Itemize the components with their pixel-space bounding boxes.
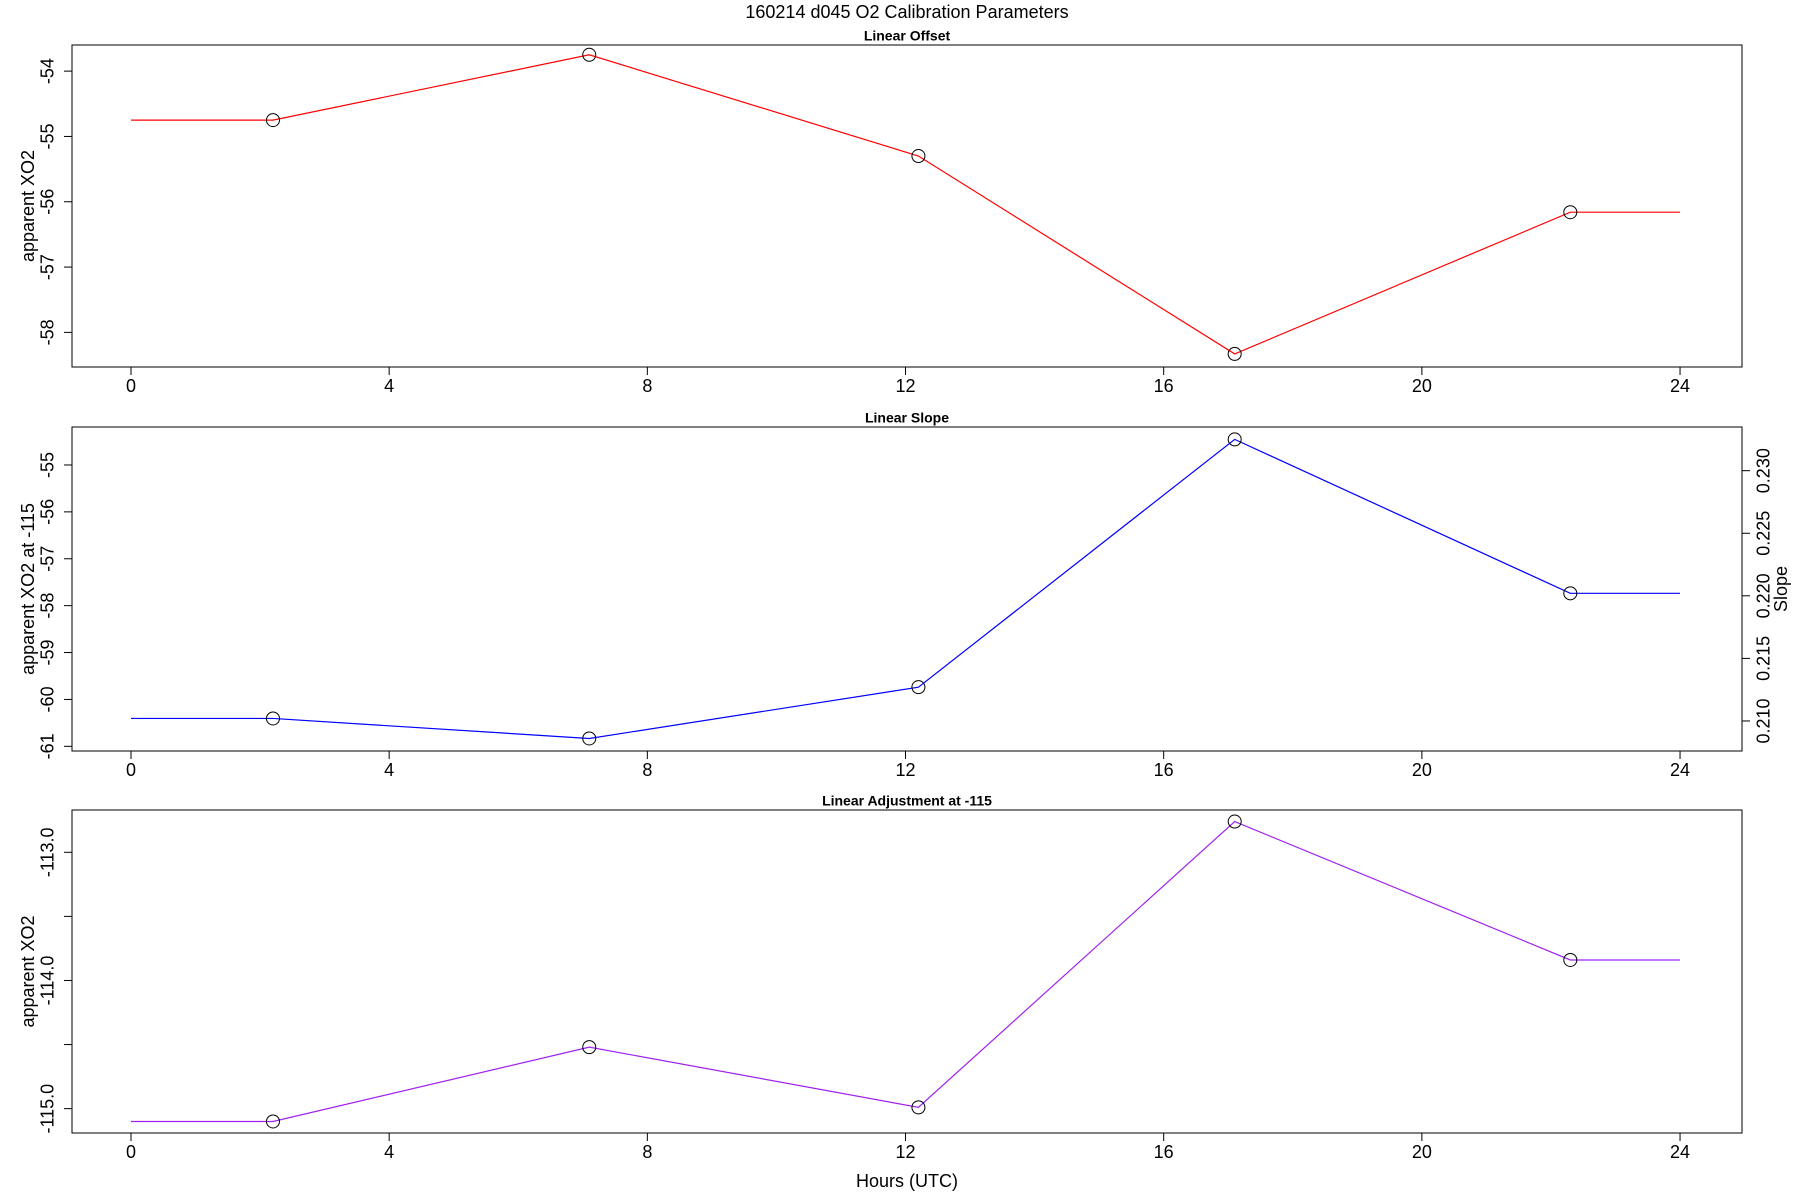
y-tick-label: 0.220 xyxy=(1754,573,1774,618)
x-tick-label: 24 xyxy=(1670,1142,1690,1162)
x-tick-label: 8 xyxy=(642,760,652,780)
y-axis-label: apparent XO2 xyxy=(18,915,38,1027)
data-point xyxy=(911,680,926,695)
y-tick-label: -115.0 xyxy=(38,1084,58,1134)
plot-frame xyxy=(71,809,1743,1134)
plot-frame xyxy=(71,44,1743,368)
x-tick-label: 4 xyxy=(384,376,394,396)
panel-title: Linear Offset xyxy=(864,28,951,44)
data-point xyxy=(1227,346,1242,361)
x-tick-label: 12 xyxy=(895,376,915,396)
y-tick-label: 0.225 xyxy=(1754,511,1774,556)
x-tick-label: 0 xyxy=(126,1142,136,1162)
x-tick-label: 20 xyxy=(1412,376,1432,396)
x-tick-label: 0 xyxy=(126,376,136,396)
x-tick-label: 16 xyxy=(1154,1142,1174,1162)
y-tick-label: -61 xyxy=(38,733,58,759)
y2-axis-label: Slope xyxy=(1771,566,1791,612)
data-point xyxy=(911,149,926,164)
x-tick-label: 16 xyxy=(1154,376,1174,396)
y-tick-label: -57 xyxy=(38,254,58,280)
data-line xyxy=(130,820,1681,1123)
x-axis-label: Hours (UTC) xyxy=(856,1171,958,1191)
y-tick-label: -60 xyxy=(38,686,58,712)
x-tick-label: 24 xyxy=(1670,760,1690,780)
data-point xyxy=(911,1100,926,1115)
x-tick-label: 16 xyxy=(1154,760,1174,780)
data-point xyxy=(582,47,597,62)
data-point xyxy=(1563,952,1578,967)
x-tick-label: 4 xyxy=(384,760,394,780)
x-tick-label: 24 xyxy=(1670,376,1690,396)
y-tick-label: -55 xyxy=(38,123,58,149)
y-tick-label: -55 xyxy=(38,452,58,478)
data-line xyxy=(130,438,1681,740)
figure-title: 160214 d045 O2 Calibration Parameters xyxy=(745,2,1068,22)
data-point xyxy=(265,1114,280,1129)
panel-title: Linear Adjustment at -115 xyxy=(822,793,992,809)
data-line xyxy=(130,54,1681,355)
data-point xyxy=(582,731,597,746)
y-tick-label: 0.230 xyxy=(1754,448,1774,493)
y-tick-label: 0.215 xyxy=(1754,636,1774,681)
data-point xyxy=(1227,432,1242,447)
y-axis-label: apparent XO2 at -115 xyxy=(18,503,38,675)
y-tick-label: -54 xyxy=(38,58,58,84)
x-tick-label: 20 xyxy=(1412,1142,1432,1162)
data-point xyxy=(1563,586,1578,601)
y-tick-label: -56 xyxy=(38,499,58,525)
y-tick-label: 0.210 xyxy=(1754,698,1774,743)
x-tick-label: 8 xyxy=(642,1142,652,1162)
x-tick-label: 8 xyxy=(642,376,652,396)
panel-title: Linear Slope xyxy=(865,410,949,426)
data-point xyxy=(582,1040,597,1055)
data-point xyxy=(1227,814,1242,829)
y-tick-label: -58 xyxy=(38,319,58,345)
data-point xyxy=(265,711,280,726)
data-point xyxy=(265,113,280,128)
y-tick-label: -56 xyxy=(38,189,58,215)
plot-frame xyxy=(71,426,1743,752)
x-tick-label: 12 xyxy=(895,1142,915,1162)
y-tick-label: -57 xyxy=(38,546,58,572)
x-tick-label: 0 xyxy=(126,760,136,780)
data-point xyxy=(1563,205,1578,220)
x-tick-label: 12 xyxy=(895,760,915,780)
x-tick-label: 20 xyxy=(1412,760,1432,780)
y-axis-label: apparent XO2 xyxy=(18,150,38,262)
y-tick-label: -59 xyxy=(38,640,58,666)
y-tick-label: -113.0 xyxy=(38,827,58,877)
y-tick-label: -114.0 xyxy=(38,956,58,1006)
x-tick-label: 4 xyxy=(384,1142,394,1162)
y-tick-label: -58 xyxy=(38,593,58,619)
